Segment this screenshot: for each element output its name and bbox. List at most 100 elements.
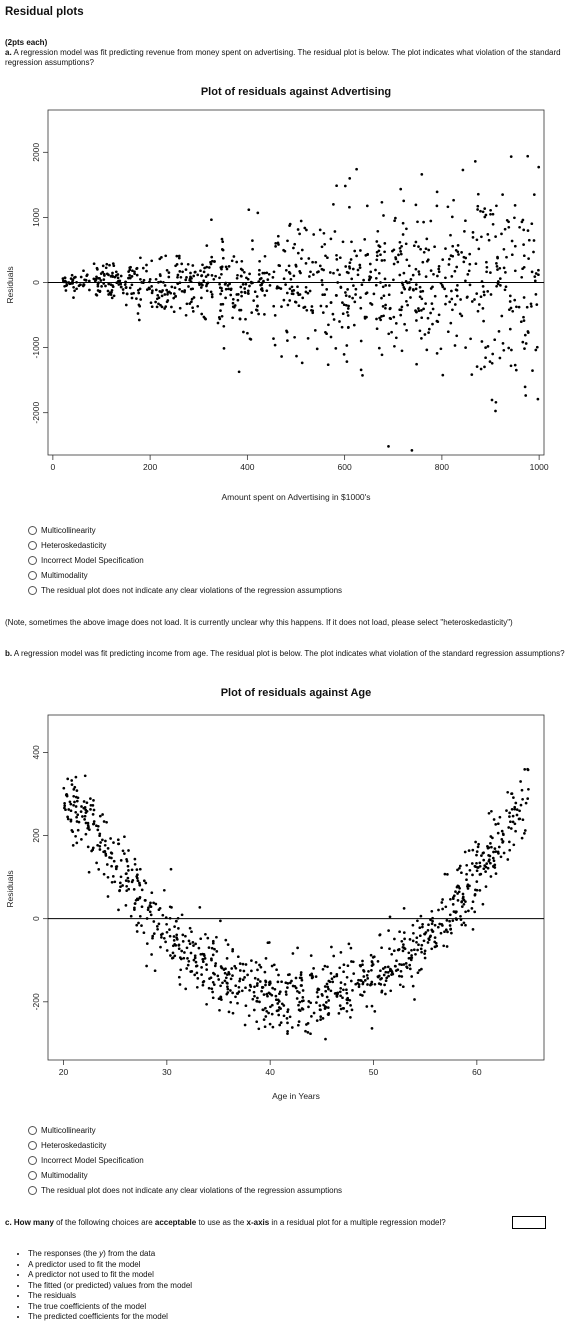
scatter-point — [113, 880, 117, 884]
scatter-point — [254, 961, 258, 964]
radio-button-icon[interactable] — [28, 1126, 37, 1135]
scatter-point — [92, 822, 95, 826]
question-b-option[interactable]: Heteroskedasticity — [28, 1138, 342, 1153]
scatter-point — [296, 946, 299, 950]
scatter-point — [489, 271, 492, 274]
scatter-point — [94, 277, 98, 281]
scatter-point — [349, 946, 353, 950]
radio-button-icon[interactable] — [28, 526, 37, 535]
scatter-point — [150, 305, 154, 309]
scatter-point — [340, 325, 344, 329]
scatter-point — [525, 305, 529, 309]
scatter-point — [365, 204, 369, 208]
scatter-point — [272, 304, 276, 308]
scatter-point — [426, 929, 430, 932]
scatter-point — [263, 271, 266, 275]
option-label: The residual plot does not indicate any … — [41, 1186, 343, 1195]
scatter-point — [359, 296, 362, 299]
scatter-point — [264, 1006, 267, 1010]
scatter-point — [363, 238, 367, 241]
scatter-point — [147, 906, 150, 910]
scatter-point — [475, 365, 479, 368]
scatter-point — [275, 1009, 279, 1013]
radio-button-icon[interactable] — [28, 1141, 37, 1150]
scatter-point — [509, 306, 513, 310]
scatter-point — [165, 922, 168, 926]
scatter-point — [393, 219, 396, 223]
scatter-point — [96, 268, 99, 271]
scatter-point — [248, 337, 252, 341]
scatter-point — [77, 820, 81, 824]
scatter-point — [235, 992, 239, 995]
question-a-option[interactable]: Heteroskedasticity — [28, 538, 342, 553]
scatter-point — [468, 252, 472, 256]
scatter-point — [104, 839, 107, 843]
scatter-point — [127, 849, 130, 852]
question-c-text: c. How many of the following choices are… — [5, 1218, 446, 1227]
radio-button-icon[interactable] — [28, 1171, 37, 1180]
scatter-point — [246, 331, 249, 335]
scatter-point — [510, 253, 514, 257]
scatter-point — [318, 1004, 322, 1007]
scatter-point — [321, 293, 325, 297]
scatter-point — [266, 994, 269, 998]
scatter-point — [346, 964, 350, 968]
radio-button-icon[interactable] — [28, 586, 37, 595]
scatter-point — [509, 827, 513, 830]
scatter-point — [291, 984, 295, 988]
radio-button-icon[interactable] — [28, 556, 37, 565]
scatter-point — [512, 843, 516, 847]
chart-2-ylabel: Residuals — [5, 870, 15, 908]
scatter-point — [402, 907, 406, 910]
scatter-point — [126, 864, 130, 868]
scatter-point — [96, 284, 100, 288]
scatter-point — [498, 815, 502, 819]
scatter-point — [398, 273, 402, 277]
question-b-option[interactable]: Multicollinearity — [28, 1123, 342, 1138]
scatter-point — [63, 801, 66, 805]
scatter-point — [318, 264, 322, 268]
scatter-point — [486, 866, 490, 870]
question-b-option[interactable]: Incorrect Model Specification — [28, 1153, 342, 1168]
scatter-point — [384, 284, 388, 287]
scatter-point — [135, 923, 139, 927]
question-a-option[interactable]: The residual plot does not indicate any … — [28, 583, 342, 598]
question-a-option[interactable]: Multimodality — [28, 568, 342, 583]
question-b-option[interactable]: Multimodality — [28, 1168, 342, 1183]
radio-button-icon[interactable] — [28, 1186, 37, 1195]
scatter-point — [507, 346, 511, 350]
scatter-point — [369, 301, 372, 305]
question-a-option[interactable]: Multicollinearity — [28, 523, 342, 538]
scatter-point — [244, 282, 248, 286]
scatter-point — [410, 956, 414, 960]
scatter-point — [191, 264, 195, 267]
scatter-point — [199, 269, 202, 273]
scatter-point — [112, 294, 116, 298]
radio-button-icon[interactable] — [28, 1156, 37, 1165]
scatter-point — [493, 338, 497, 342]
scatter-point — [210, 987, 214, 991]
scatter-point — [402, 199, 406, 203]
scatter-point — [423, 333, 427, 336]
scatter-point — [510, 239, 514, 243]
scatter-point — [201, 980, 205, 984]
radio-button-icon[interactable] — [28, 571, 37, 580]
question-c-answer-input[interactable] — [512, 1216, 546, 1229]
scatter-point — [246, 291, 250, 295]
scatter-point — [162, 936, 166, 940]
scatter-point — [425, 348, 429, 352]
scatter-point — [444, 294, 448, 298]
scatter-point — [304, 285, 308, 289]
scatter-point — [315, 1019, 319, 1022]
question-a-option[interactable]: Incorrect Model Specification — [28, 553, 342, 568]
scatter-point — [320, 245, 324, 249]
question-b-option[interactable]: The residual plot does not indicate any … — [28, 1183, 342, 1198]
scatter-point — [226, 982, 229, 985]
scatter-point — [489, 842, 492, 845]
scatter-point — [128, 266, 132, 270]
scatter-point — [145, 964, 148, 968]
radio-button-icon[interactable] — [28, 541, 37, 550]
option-label: The residual plot does not indicate any … — [41, 586, 343, 595]
scatter-point — [464, 923, 467, 927]
scatter-point — [338, 320, 341, 323]
